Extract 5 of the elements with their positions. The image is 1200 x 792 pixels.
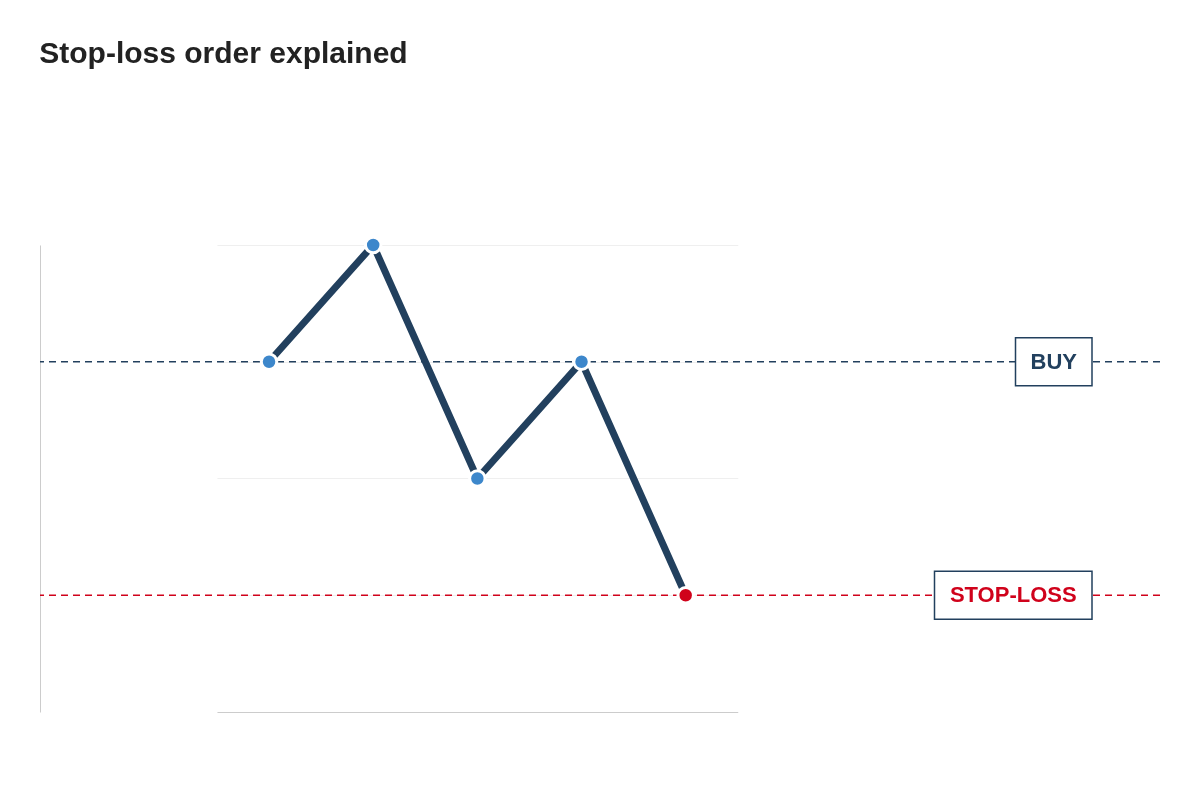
chart-title: Stop-loss order explained [39,36,408,69]
point [363,235,383,255]
ref-line-label: STOP-LOSS [949,582,1077,608]
point [259,352,279,371]
ref-line-label: BUY [1030,348,1078,374]
